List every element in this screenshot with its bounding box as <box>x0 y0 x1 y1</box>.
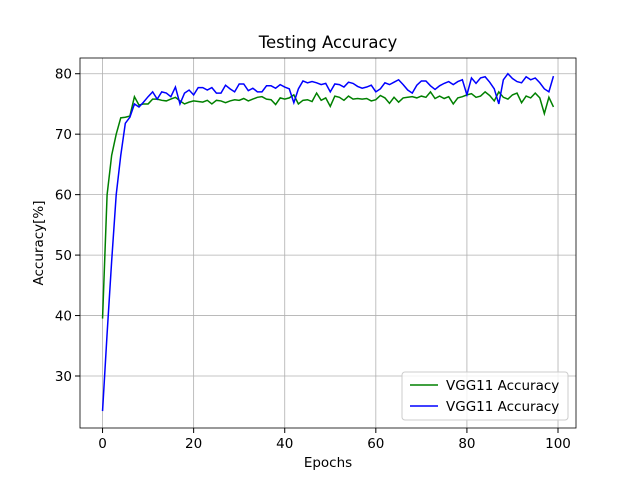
x-tick-label: 40 <box>276 436 293 452</box>
x-tick-label: 0 <box>98 436 107 452</box>
y-tick-label: 70 <box>55 127 72 143</box>
legend-label: VGG11 Accuracy <box>446 378 559 394</box>
x-axis-label: Epochs <box>304 455 352 471</box>
line <box>101 72 555 412</box>
legend-label: VGG11 Accuracy <box>446 399 559 415</box>
y-tick-label: 30 <box>55 369 72 385</box>
line <box>101 90 555 319</box>
legend: VGG11 Accuracy VGG11 Accuracy <box>401 371 569 421</box>
legend-box <box>401 371 569 421</box>
x-tick-label: 80 <box>458 436 475 452</box>
y-tick-label: 40 <box>55 309 72 325</box>
x-tick-label: 100 <box>545 436 571 452</box>
y-tick-label: 80 <box>55 67 72 83</box>
y-tick-label: 50 <box>55 248 72 264</box>
plot-frame <box>79 57 577 429</box>
x-tick-label: 60 <box>367 436 384 452</box>
x-tick-label: 20 <box>185 436 202 452</box>
y-tick-label: 60 <box>55 188 72 204</box>
chart-title: Testing Accuracy <box>258 33 398 52</box>
y-axis-label: Accuracy[%] <box>31 201 47 286</box>
